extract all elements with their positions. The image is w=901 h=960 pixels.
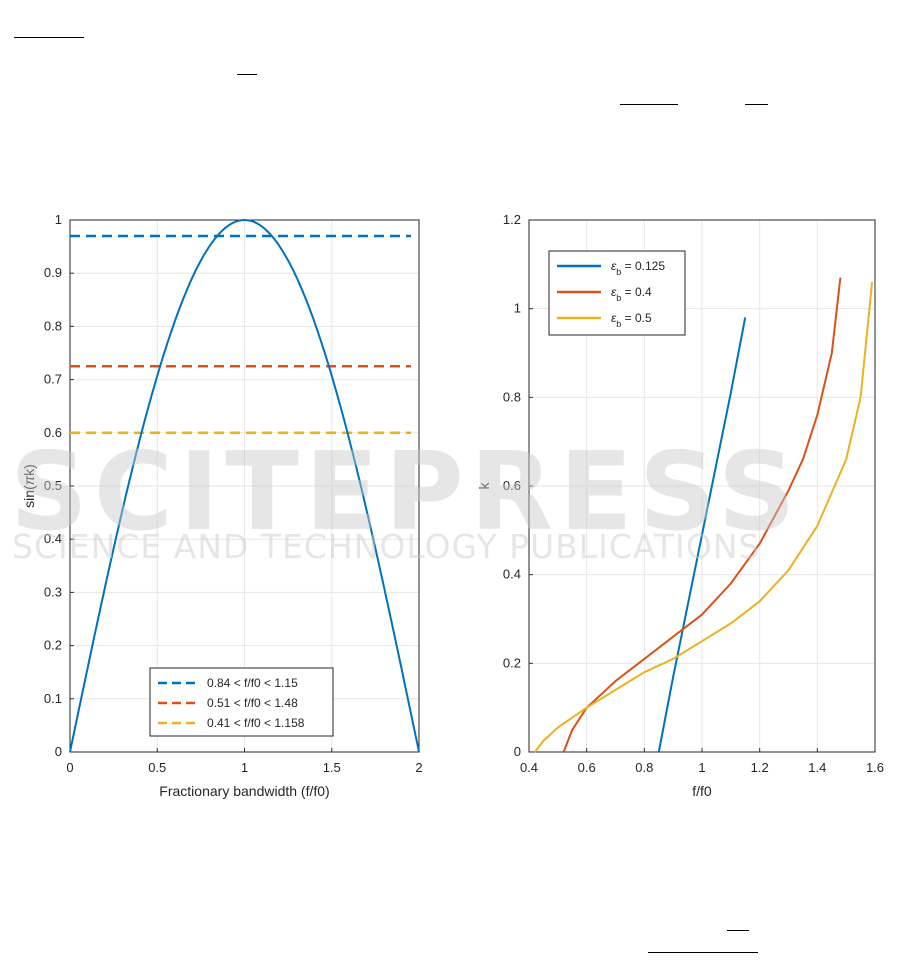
y-tick-label: 0	[55, 744, 62, 759]
x-tick-label: 2	[415, 760, 422, 775]
y-axis-label: k	[476, 482, 492, 490]
x-tick-label: 0.5	[148, 760, 166, 775]
y-tick-label: 0.4	[44, 531, 62, 546]
x-axis-label: Fractionary bandwidth (f/f0)	[159, 783, 329, 799]
y-axis-label: sin(πk)	[21, 464, 37, 508]
y-tick-label: 0.8	[503, 389, 521, 404]
series-line-2	[562, 277, 842, 753]
x-axis-label: f/f0	[692, 783, 712, 799]
page-rule	[745, 104, 768, 105]
x-tick-label: 0.6	[578, 760, 596, 775]
y-tick-label: 0.1	[44, 691, 62, 706]
sine-curve	[69, 218, 420, 753]
legend-label-rest: = 0.4	[621, 285, 652, 299]
series-line-3	[534, 282, 874, 753]
y-tick-label: 0.9	[44, 265, 62, 280]
legend-label-sub: b	[616, 267, 621, 277]
page-rule	[648, 952, 758, 953]
y-tick-label: 1	[514, 301, 521, 316]
legend-label-sub: b	[616, 293, 621, 303]
y-tick-label: 1.2	[503, 212, 521, 227]
plot-area-border	[528, 219, 876, 753]
x-tick-label: 1	[241, 760, 248, 775]
chart-k-vs-f: 0.4 0.6 0.8 1 1.2 1.4 1.6 0 0.2 0.4 0.6 0.8 1 1.2 f/f0…	[476, 212, 884, 799]
x-tick-label: 0.8	[635, 760, 653, 775]
page-rule	[237, 74, 257, 75]
x-tick-label: 1.5	[323, 760, 341, 775]
legend-label-greek: ε	[611, 311, 617, 325]
legend-label-greek: ε	[611, 259, 617, 273]
y-tick-label: 0.2	[44, 638, 62, 653]
legend-label-rest: = 0.125	[621, 259, 665, 273]
legend-label-1: εb = 0.125	[611, 259, 665, 277]
y-tick-label: 0.4	[503, 567, 521, 582]
x-tick-label: 1.4	[808, 760, 826, 775]
y-tick-label: 0	[514, 744, 521, 759]
x-tick-label: 1.6	[866, 760, 884, 775]
x-tick-label: 0	[66, 760, 73, 775]
legend-label-2: 0.51 < f/f0 < 1.48	[207, 696, 298, 710]
page-rule	[620, 104, 678, 105]
y-tick-label: 0.3	[44, 584, 62, 599]
legend-label-sub: b	[616, 319, 621, 329]
legend: 0.84 < f/f0 < 1.15 0.51 < f/f0 < 1.48 0.41…	[149, 667, 334, 737]
series-line-1	[657, 317, 747, 753]
y-tick-label: 0.6	[44, 425, 62, 440]
y-axis-label-greek: π	[21, 475, 37, 485]
y-tick-label: 0.2	[503, 655, 521, 670]
page-rule	[727, 930, 749, 931]
y-axis-label-post: k)	[21, 464, 37, 476]
x-tick-label: 1.2	[751, 760, 769, 775]
legend-label-1: 0.84 < f/f0 < 1.15	[207, 676, 298, 690]
chart-sin-pi-k: 0 0.5 1 1.5 2 0 0.1 0.2 0.3 0.4 0.5 0.6 0.7 0.8 0.9 1 Fr…	[21, 212, 423, 799]
legend-label-3: εb = 0.5	[611, 311, 652, 329]
y-tick-label: 0.6	[503, 478, 521, 493]
legend-label-2: εb = 0.4	[611, 285, 652, 303]
page-rule	[14, 37, 84, 38]
y-tick-label: 1	[55, 212, 62, 227]
y-axis-label-pre: sin(	[21, 485, 37, 508]
x-tick-label: 1	[698, 760, 705, 775]
legend-label-rest: = 0.5	[621, 311, 652, 325]
y-tick-label: 0.5	[44, 478, 62, 493]
legend-label-3: 0.41 < f/f0 < 1.158	[207, 716, 305, 730]
x-tick-label: 0.4	[520, 760, 538, 775]
y-tick-label: 0.8	[44, 318, 62, 333]
legend-label-greek: ε	[611, 285, 617, 299]
y-tick-label: 0.7	[44, 372, 62, 387]
